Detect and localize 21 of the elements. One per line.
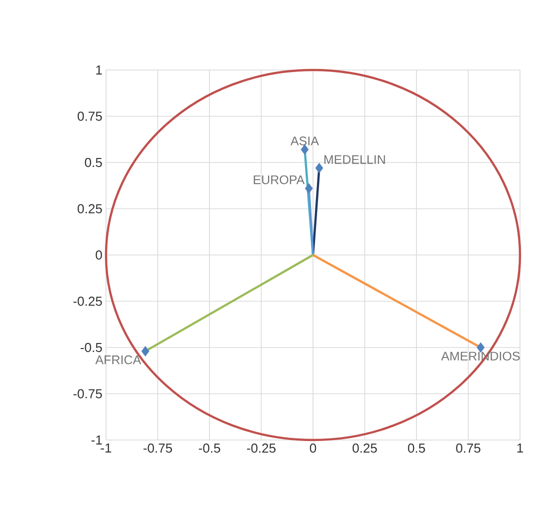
y-tick-label: -1 — [91, 436, 102, 444]
y-tick-label: 0.5 — [84, 158, 102, 168]
x-tick-label: -0.25 — [247, 444, 276, 453]
annotation: MEDELLIN — [324, 155, 385, 164]
y-tick-label: 1 — [96, 66, 102, 74]
x-tick-label: 0 — [310, 444, 316, 453]
y-tick-label: 0.75 — [78, 112, 102, 121]
y-tick-label: -0.75 — [73, 389, 102, 398]
y-tick-label: 0 — [96, 250, 102, 260]
x-tick-label: -0.75 — [144, 444, 172, 453]
x-tick-label: 0.5 — [408, 444, 425, 453]
annotation: EUROPA — [254, 175, 305, 184]
y-tick-label: -0.25 — [73, 296, 102, 306]
y-tick-label: -0.5 — [80, 342, 102, 352]
y-tick-label: 0.25 — [78, 204, 102, 214]
annotation: ASIA — [290, 136, 319, 146]
x-tick-label: 0.25 — [352, 444, 377, 453]
x-tick-label: 1 — [517, 444, 523, 452]
annotation: AFRICA — [95, 355, 142, 364]
x-tick-label: 0.75 — [456, 444, 480, 453]
x-tick-label: -0.5 — [198, 444, 220, 453]
